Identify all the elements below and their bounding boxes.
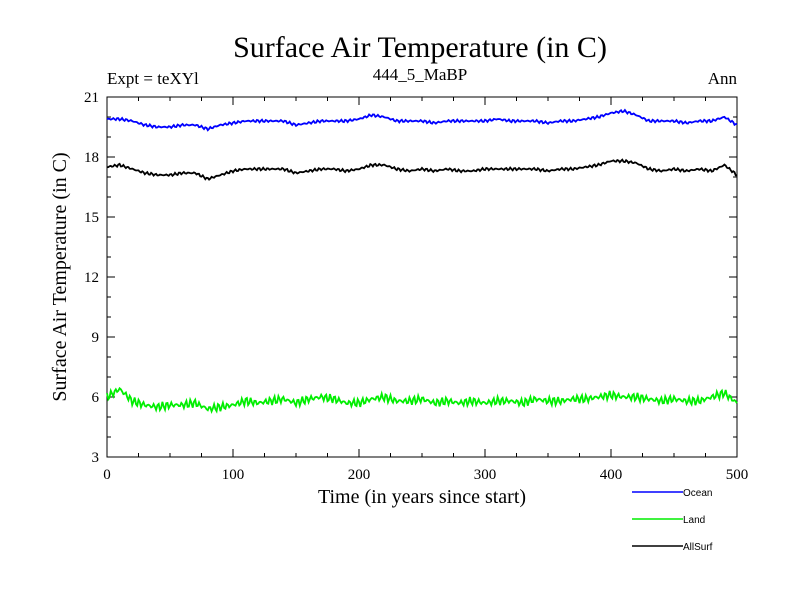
legend-label: AllSurf bbox=[683, 542, 713, 553]
experiment-label: Expt = teXYl bbox=[107, 69, 199, 88]
legend: Ocean Land AllSurf bbox=[632, 488, 713, 553]
y-tick-label: 18 bbox=[84, 150, 99, 166]
y-tick-label: 15 bbox=[84, 210, 99, 226]
series-line-allsurf bbox=[106, 158, 737, 181]
x-tick-label: 100 bbox=[222, 467, 245, 483]
legend-label: Land bbox=[683, 515, 705, 526]
x-axis: 0 100 200 300 400 500 bbox=[103, 97, 748, 483]
y-axis-title: Surface Air Temperature (in C) bbox=[49, 152, 71, 401]
legend-label: Ocean bbox=[683, 488, 712, 499]
x-tick-label: 200 bbox=[348, 467, 371, 483]
series-line-land bbox=[106, 386, 738, 415]
chart-subtitle: 444_5_MaBP bbox=[373, 65, 467, 84]
y-axis: 3 6 9 12 15 18 21 bbox=[84, 90, 737, 466]
x-tick-label: 500 bbox=[726, 467, 749, 483]
x-axis-title: Time (in years since start) bbox=[318, 486, 526, 508]
y-tick-label: 21 bbox=[84, 90, 99, 106]
y-tick-label: 3 bbox=[92, 450, 100, 466]
series-line-ocean bbox=[106, 108, 738, 132]
plot-frame bbox=[106, 96, 738, 458]
period-label: Ann bbox=[708, 69, 738, 88]
series-layer bbox=[106, 108, 738, 415]
y-tick-label: 12 bbox=[84, 270, 99, 286]
y-tick-label: 6 bbox=[92, 390, 100, 406]
x-tick-label: 300 bbox=[474, 467, 497, 483]
chart-title: Surface Air Temperature (in C) bbox=[233, 31, 607, 64]
x-tick-label: 400 bbox=[600, 467, 623, 483]
x-tick-label: 0 bbox=[103, 467, 111, 483]
y-tick-label: 9 bbox=[92, 330, 100, 346]
